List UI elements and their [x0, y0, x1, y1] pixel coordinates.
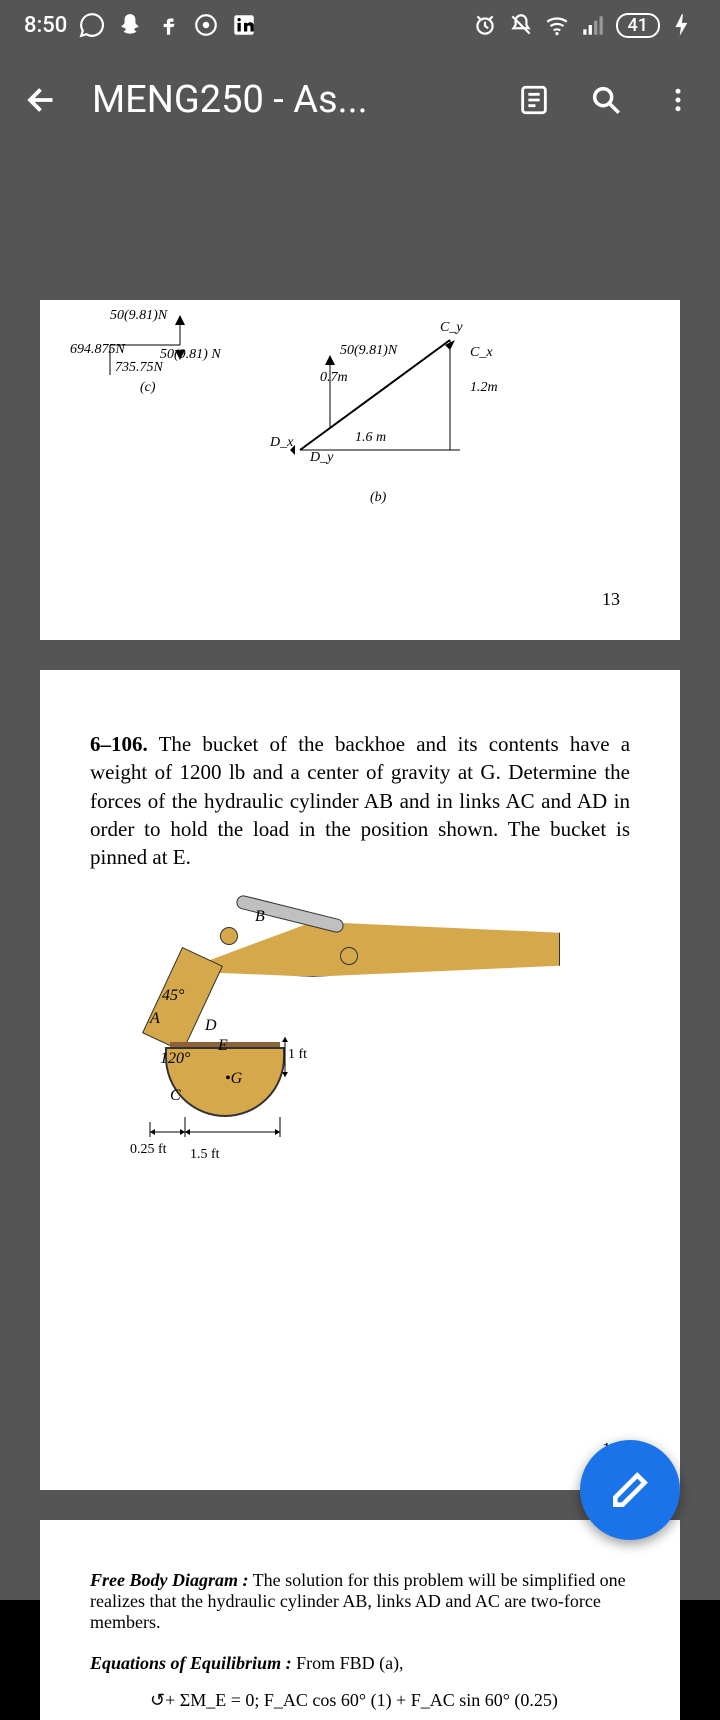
battery-level: 41: [616, 13, 660, 38]
equation-line: ↺+ ΣM_E = 0; F_AC cos 60° (1) + F_AC sin…: [90, 1690, 630, 1711]
facebook-icon: [155, 12, 181, 38]
signal-icon: [580, 12, 606, 38]
wifi-icon: [544, 12, 570, 38]
document-page-1[interactable]: 50(9.81)N 694.875N 735.75N 50(9.81) N (c…: [40, 300, 680, 640]
problem-statement: 6–106. The bucket of the backhoe and its…: [90, 730, 630, 872]
physics-diagram-c: 50(9.81)N 694.875N 735.75N 50(9.81) N (c…: [70, 300, 650, 500]
linkedin-icon: [231, 12, 257, 38]
search-button[interactable]: [584, 78, 628, 122]
document-title: MENG250 - As...: [92, 78, 484, 122]
alarm-icon: [472, 12, 498, 38]
chrome-icon: [193, 12, 219, 38]
whatsapp-icon: [79, 12, 105, 38]
edit-fab[interactable]: [580, 1440, 680, 1540]
document-page-2[interactable]: 6–106. The bucket of the backhoe and its…: [40, 670, 680, 1490]
document-page-3[interactable]: Free Body Diagram : The solution for thi…: [40, 1520, 680, 1720]
backhoe-diagram: 45° A B C D E •G 120° 1 ft 0.25 ft 1.5 f…: [90, 892, 570, 1172]
snapchat-icon: [117, 12, 143, 38]
page-number: 13: [602, 589, 620, 610]
status-bar: 8:50 41: [0, 0, 720, 50]
more-button[interactable]: [656, 78, 700, 122]
back-button[interactable]: [20, 78, 64, 122]
charging-icon: [670, 12, 696, 38]
outline-button[interactable]: [512, 78, 556, 122]
app-bar: MENG250 - As...: [0, 50, 720, 150]
fbd-paragraph: Free Body Diagram : The solution for thi…: [90, 1570, 630, 1633]
bell-off-icon: [508, 12, 534, 38]
eq-paragraph: Equations of Equilibrium : From FBD (a),: [90, 1653, 630, 1674]
clock: 8:50: [24, 13, 67, 38]
